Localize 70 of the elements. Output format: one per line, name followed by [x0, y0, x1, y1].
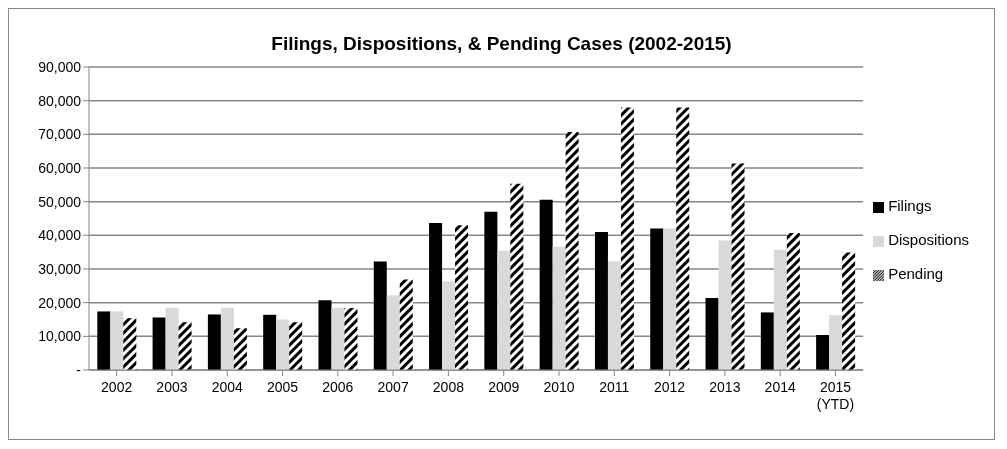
bar [399, 279, 413, 370]
bar [607, 261, 621, 370]
bar [373, 261, 387, 370]
y-tick-label: 90,000 [38, 58, 82, 75]
bar [731, 163, 745, 370]
y-tick-label: 30,000 [38, 260, 82, 277]
bar [97, 311, 111, 370]
bar [773, 249, 787, 370]
x-tick-label: 2004 [211, 379, 244, 395]
legend-label: Dispositions [888, 231, 969, 248]
bar [552, 246, 566, 370]
y-tick-label: 10,000 [38, 328, 82, 345]
bar [497, 250, 511, 370]
bar [318, 300, 332, 370]
bar [620, 107, 634, 370]
x-tick-label: 2007 [377, 379, 409, 395]
y-tick-label: 50,000 [38, 193, 82, 210]
bar [220, 307, 234, 370]
bar [455, 225, 469, 370]
x-tick-label: 2010 [543, 379, 575, 395]
bar [676, 107, 690, 370]
chart-title: Filings, Dispositions, & Pending Cases (2002-2015) [270, 33, 733, 55]
x-tick-label: 2003 [156, 379, 188, 395]
bar [442, 281, 456, 370]
bar [233, 328, 247, 370]
bar [289, 322, 303, 370]
y-tick-label: 70,000 [38, 126, 82, 143]
bar [842, 252, 856, 370]
x-tick-label: 2009 [488, 379, 520, 395]
bar [663, 228, 677, 370]
bar [718, 240, 732, 370]
bar [565, 131, 579, 370]
bar [152, 317, 166, 370]
y-tick-label: - [76, 361, 82, 378]
x-tick-label: 2014 [764, 379, 796, 395]
bar [207, 314, 221, 370]
x-tick-label: 2005 [266, 379, 299, 395]
y-tick-label: 60,000 [38, 159, 82, 176]
x-tick-label: 2002 [101, 379, 133, 395]
bar [331, 307, 345, 370]
bar [760, 312, 774, 370]
x-tick-label: 2012 [654, 379, 686, 395]
y-tick-label: 20,000 [38, 294, 82, 311]
bar [829, 315, 843, 370]
bar [484, 211, 498, 370]
bar [786, 232, 800, 370]
bar [178, 322, 192, 370]
legend-label: Filings [888, 197, 932, 214]
legend-label: Pending [888, 265, 944, 282]
bar [594, 231, 608, 370]
x-tick-label: 2008 [432, 379, 465, 395]
bar [386, 295, 400, 370]
bar [539, 199, 553, 370]
bar [123, 318, 137, 370]
bar [705, 297, 719, 370]
bar [276, 319, 290, 370]
x-tick-label: 2006 [322, 379, 354, 395]
x-tick-label: 2015 (YTD) [816, 379, 855, 412]
bar [165, 307, 179, 370]
bar [816, 334, 830, 370]
bar [429, 222, 443, 370]
x-tick-label: 2011 [599, 379, 630, 395]
bar [110, 311, 124, 370]
y-tick-label: 80,000 [38, 92, 82, 109]
bar [344, 308, 358, 370]
x-tick-label: 2013 [709, 379, 741, 395]
y-tick-label: 40,000 [38, 227, 82, 244]
bar [510, 183, 524, 370]
bar [263, 314, 277, 370]
bar [650, 228, 664, 370]
